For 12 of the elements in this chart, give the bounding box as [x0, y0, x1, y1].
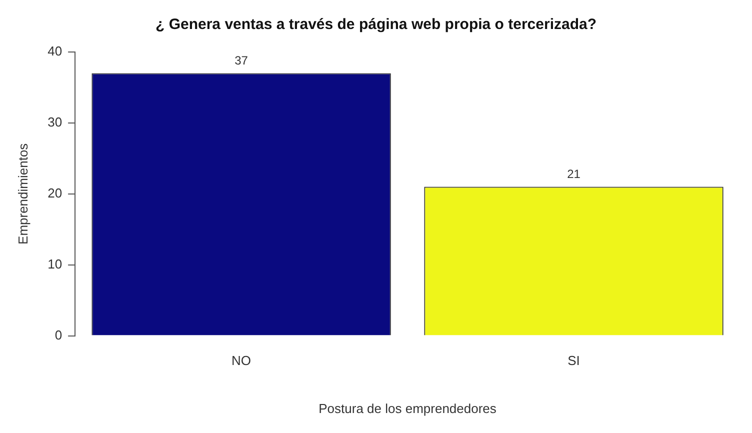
- x-axis-title: Postura de los emprendedores: [318, 400, 497, 416]
- y-tick-label: 0: [54, 327, 62, 342]
- y-tick-label: 40: [48, 44, 62, 59]
- y-tick-label: 30: [48, 114, 62, 130]
- x-tick-label: SI: [568, 353, 580, 368]
- y-tick-label: 10: [48, 256, 62, 272]
- y-axis-title: Emprendimientos: [15, 142, 30, 244]
- data-label: 37: [234, 54, 248, 68]
- y-tick-label: 20: [48, 185, 62, 200]
- x-tick-label: NO: [232, 353, 252, 368]
- chart-title: ¿ Genera ventas a través de página web propia o tercerizada?: [156, 16, 596, 34]
- data-label: 21: [567, 167, 581, 182]
